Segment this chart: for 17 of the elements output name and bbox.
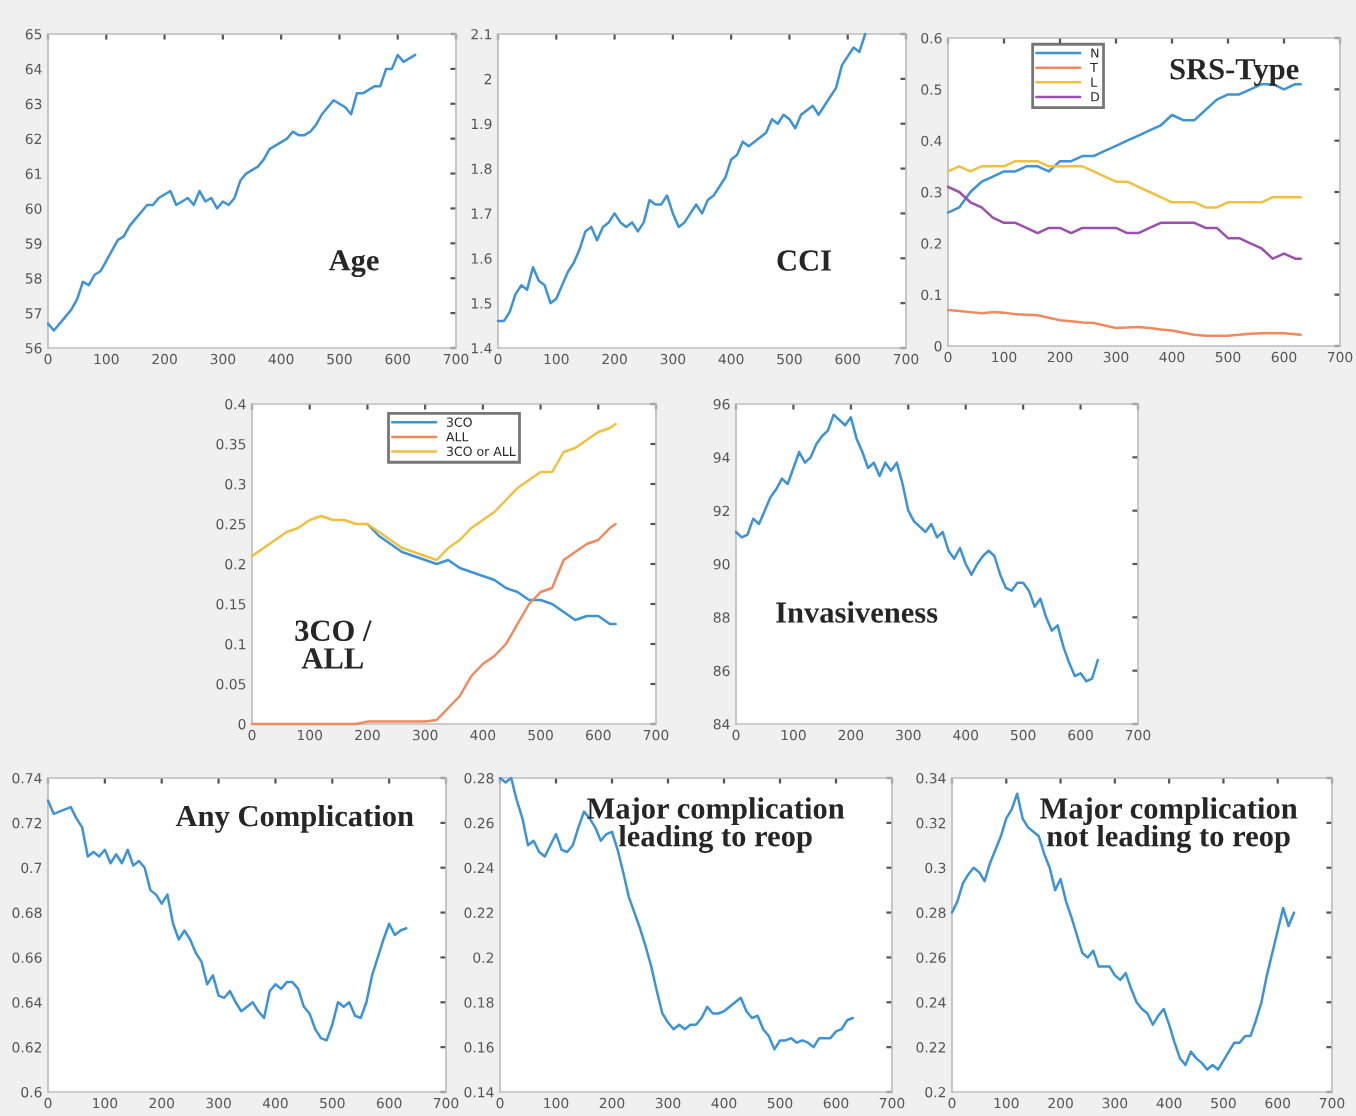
line-series bbox=[250, 522, 617, 726]
line-series bbox=[496, 32, 867, 323]
line-series bbox=[946, 159, 1303, 209]
line-series bbox=[950, 792, 1296, 1071]
line-series bbox=[946, 308, 1303, 337]
text: Age bbox=[328, 250, 379, 278]
text: SRS-Type bbox=[1170, 58, 1299, 86]
line-series bbox=[498, 776, 855, 1051]
line-series bbox=[734, 413, 1100, 683]
line-series bbox=[946, 185, 1303, 260]
text: Invasiveness bbox=[776, 601, 938, 623]
text: Major complication not leading to reop bbox=[1039, 797, 1298, 853]
text: 3CO / ALL bbox=[295, 620, 372, 669]
text: CCI bbox=[777, 250, 831, 271]
line-series bbox=[46, 53, 417, 332]
text: Major complication leading to reop bbox=[586, 797, 845, 853]
text: Any Complication bbox=[175, 804, 414, 833]
